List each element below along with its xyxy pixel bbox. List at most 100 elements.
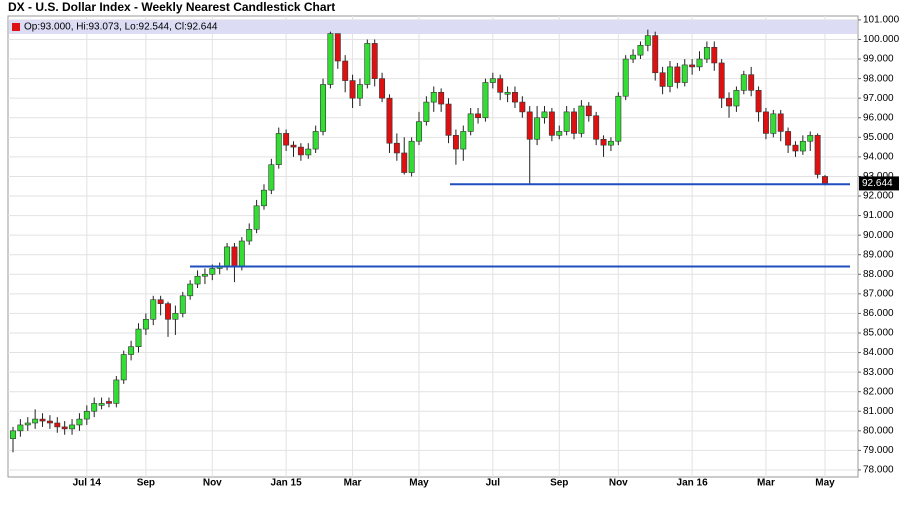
x-tick-label: Jul [486, 478, 501, 489]
y-tick-label: 91.000 [863, 210, 894, 221]
candle-body [740, 74, 747, 91]
candle-body [297, 146, 304, 156]
last-price-box [859, 176, 899, 191]
candle-body [630, 54, 637, 60]
candle-body [371, 43, 378, 79]
info-strip [9, 20, 857, 34]
candle-body [571, 111, 577, 134]
candle-body [246, 228, 253, 242]
candle-body [150, 299, 157, 320]
x-tick-label: May [409, 478, 429, 489]
candle-body [807, 135, 814, 142]
candle-body [356, 84, 363, 99]
y-tick-label: 88.000 [863, 269, 894, 280]
candle-body [113, 379, 120, 404]
candle-body [622, 58, 629, 97]
candle-body [556, 131, 563, 136]
candle-body [172, 313, 179, 320]
candle-body [534, 117, 541, 140]
candle-body [674, 66, 681, 83]
candle-body [76, 418, 83, 426]
candle-body [283, 133, 290, 146]
candle-body [201, 273, 208, 277]
candle-body [607, 140, 614, 146]
candle-body [755, 90, 762, 113]
y-tick-label: 85.000 [863, 328, 894, 339]
candle-body [541, 111, 548, 119]
candle-body [275, 133, 282, 166]
candle-body [61, 426, 68, 430]
candle-body [268, 164, 275, 191]
x-tick-label: Mar [757, 478, 775, 489]
x-tick-label: Nov [609, 478, 628, 489]
candle-body [106, 401, 112, 404]
y-tick-label: 87.000 [863, 288, 894, 299]
candle-body [585, 105, 592, 117]
candle-body [600, 138, 607, 146]
candle-body [563, 111, 570, 132]
info-icon [12, 23, 20, 31]
y-tick-label: 97.000 [863, 93, 894, 104]
x-tick-label: May [815, 478, 835, 489]
candle-body [416, 121, 422, 142]
x-tick-label: Nov [203, 478, 222, 489]
candle-body [770, 113, 777, 134]
candle-body [69, 424, 76, 430]
candle-body [644, 35, 651, 46]
last-price-label: 92.644 [862, 178, 893, 189]
candle-body [334, 33, 341, 62]
candle-body [696, 58, 703, 68]
candle-body [652, 35, 659, 74]
candle-body [142, 318, 149, 330]
candle-body [482, 82, 489, 119]
candle-body [777, 113, 784, 132]
candle-body [423, 101, 430, 122]
candle-body [548, 111, 555, 136]
plot-area [7, 15, 859, 478]
y-tick-label: 96.000 [863, 112, 894, 123]
x-tick-label: Sep [550, 478, 568, 489]
candle-body [689, 64, 696, 68]
y-tick-label: 78.000 [863, 465, 894, 476]
candle-body [748, 74, 755, 91]
candle-body [194, 275, 201, 285]
candle-body [681, 64, 688, 83]
y-tick-label: 95.000 [863, 132, 894, 143]
candle-body [711, 47, 718, 64]
y-tick-label: 83.000 [863, 367, 894, 378]
candle-body [578, 105, 585, 134]
candle-body [452, 135, 459, 150]
candle-body [667, 66, 673, 87]
candle-body [762, 111, 769, 134]
candle-body [460, 131, 467, 150]
candle-body [703, 47, 710, 60]
candle-body [408, 140, 415, 173]
chart-title: DX - U.S. Dollar Index - Weekly Nearest … [8, 0, 335, 14]
y-tick-label: 94.000 [863, 152, 894, 163]
candle-body [157, 299, 164, 304]
candle-body [312, 131, 319, 150]
grid [8, 16, 858, 477]
candle-body [238, 240, 245, 267]
candle-body [497, 78, 504, 93]
candle-body [526, 111, 533, 140]
candle-body [393, 142, 400, 154]
candle-body [512, 92, 518, 103]
candle-body [305, 148, 312, 156]
candle-body [39, 418, 46, 422]
candle-body [349, 80, 356, 99]
candle-body [327, 33, 334, 85]
candle-body [135, 328, 142, 347]
candle-body [593, 115, 600, 140]
candle-body [290, 144, 297, 148]
candle-body [445, 103, 452, 136]
candle-body [261, 189, 267, 207]
candle-body [386, 97, 393, 144]
candle-body [467, 113, 474, 132]
candle-body [519, 101, 526, 113]
candle-body [342, 60, 349, 81]
candle-body [224, 246, 231, 267]
candle-body [253, 205, 260, 230]
candle-body [659, 72, 666, 87]
x-tick-label: Jul 14 [73, 478, 102, 489]
